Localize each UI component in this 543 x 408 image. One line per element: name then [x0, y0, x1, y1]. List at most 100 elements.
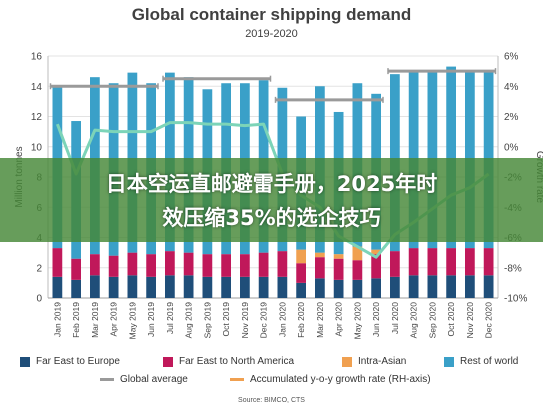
- x-tick-label: Oct 2020: [446, 302, 456, 337]
- legend-swatch: [444, 356, 454, 367]
- legend-label: Far East to North America: [179, 356, 295, 367]
- bar-far-east-europe: [52, 276, 63, 298]
- bar-far-east-north-america: [483, 248, 494, 276]
- bar-far-east-north-america: [221, 254, 231, 277]
- x-tick-label: Nov 2019: [240, 302, 250, 339]
- bar-far-east-europe: [465, 275, 475, 298]
- bar-far-east-europe: [390, 276, 400, 298]
- x-tick-label: Sep 2019: [202, 302, 212, 339]
- y-tick-label-right: -10%: [504, 294, 527, 305]
- x-tick-label: Aug 2019: [184, 302, 194, 339]
- x-tick-label: Jun 2019: [146, 302, 156, 337]
- x-tick-label: Oct 2019: [221, 302, 231, 337]
- bar-far-east-north-america: [427, 248, 438, 276]
- banner-line-1: 日本空运直邮避雷手册，2025年时: [105, 172, 438, 196]
- bar-far-east-north-america: [202, 254, 213, 277]
- bar-intra-asian: [352, 246, 363, 261]
- bar-far-east-north-america: [465, 248, 475, 276]
- bar-far-east-europe: [108, 276, 119, 298]
- y-tick-label-right: -8%: [504, 263, 522, 274]
- y-tick-label-left: 14: [31, 82, 43, 93]
- x-tick-label: Mar 2020: [315, 302, 325, 338]
- legend-label: Global average: [120, 374, 188, 385]
- bar-far-east-north-america: [71, 258, 81, 280]
- legend-item-growth-rate: Accumulated y-o-y growth rate (RH-axis): [230, 374, 431, 385]
- legend-item-far-east-europe: Far East to Europe: [20, 356, 120, 367]
- legend-item-rest-of-world: Rest of world: [444, 356, 518, 367]
- y-tick-label-left: 10: [31, 142, 43, 153]
- bar-far-east-north-america: [315, 257, 325, 279]
- x-tick-label: Apr 2019: [109, 302, 119, 337]
- bar-far-east-north-america: [277, 251, 288, 277]
- y-tick-label-left: 0: [36, 294, 42, 305]
- x-tick-label: Mar 2019: [90, 302, 100, 338]
- bar-far-east-north-america: [258, 252, 269, 277]
- bar-far-east-europe: [446, 275, 456, 298]
- bar-far-east-north-america: [240, 254, 250, 277]
- x-tick-label: Jan 2019: [52, 302, 62, 337]
- bar-far-east-europe: [296, 282, 306, 298]
- legend-swatch: [342, 356, 352, 367]
- banner-line-2: 效压缩35%的选企技巧: [162, 206, 381, 230]
- legend-label: Rest of world: [460, 356, 519, 367]
- bar-far-east-north-america: [352, 260, 363, 280]
- bar-far-east-north-america: [90, 254, 100, 276]
- bar-far-east-europe: [333, 279, 344, 298]
- bar-far-east-europe: [427, 275, 438, 298]
- bar-far-east-europe: [127, 275, 138, 298]
- bar-far-east-north-america: [446, 248, 456, 276]
- x-tick-label: Apr 2020: [334, 302, 344, 337]
- bar-far-east-europe: [165, 275, 175, 298]
- bar-far-east-europe: [221, 276, 231, 298]
- bar-rest-of-world: [446, 66, 456, 249]
- bar-far-east-europe: [371, 278, 381, 298]
- x-tick-label: May 2019: [127, 302, 137, 340]
- x-tick-label: Jul 2019: [165, 302, 175, 334]
- bar-far-east-europe: [315, 278, 325, 298]
- x-tick-label: Nov 2020: [465, 302, 475, 339]
- x-tick-label: Feb 2019: [71, 302, 81, 338]
- x-tick-label: Feb 2020: [296, 302, 306, 338]
- chart-title: Global container shipping demand: [131, 5, 412, 24]
- y-tick-label-right: 0%: [504, 142, 519, 153]
- x-tick-label: Sep 2020: [427, 302, 437, 339]
- chart-legend: Far East to Europe Far East to North Ame…: [0, 352, 543, 392]
- bar-far-east-north-america: [390, 251, 400, 277]
- y-tick-label-left: 16: [31, 52, 43, 63]
- bar-far-east-europe: [71, 279, 81, 298]
- bar-far-east-north-america: [333, 258, 344, 280]
- bar-far-east-north-america: [408, 248, 419, 276]
- y-tick-label-right: 4%: [504, 82, 519, 93]
- bar-far-east-europe: [277, 276, 288, 298]
- legend-label: Far East to Europe: [36, 356, 120, 367]
- bar-far-east-north-america: [371, 254, 381, 279]
- legend-label: Accumulated y-o-y growth rate (RH-axis): [250, 374, 431, 385]
- legend-swatch: [20, 356, 30, 367]
- legend-item-far-east-north-america: Far East to North America: [163, 356, 294, 367]
- x-tick-label: Aug 2020: [409, 302, 419, 339]
- bar-far-east-north-america: [127, 252, 138, 276]
- bar-far-east-north-america: [165, 251, 175, 276]
- x-tick-label: Jan 2020: [277, 302, 287, 337]
- y-tick-label-right: 6%: [504, 52, 519, 63]
- bar-far-east-europe: [90, 275, 100, 298]
- bar-far-east-europe: [183, 275, 194, 298]
- bar-far-east-europe: [240, 276, 250, 298]
- legend-line-swatch: [230, 378, 244, 381]
- bar-far-east-europe: [408, 275, 419, 298]
- bar-intra-asian: [296, 249, 306, 264]
- legend-item-intra-asian: Intra-Asian: [342, 356, 406, 367]
- bar-far-east-north-america: [183, 252, 194, 276]
- x-tick-label: May 2020: [352, 302, 362, 340]
- bar-far-east-europe: [258, 276, 269, 298]
- legend-swatch: [163, 356, 173, 367]
- bar-far-east-europe: [352, 279, 363, 298]
- bar-far-east-north-america: [52, 248, 63, 277]
- x-tick-label: Jun 2020: [371, 302, 381, 337]
- x-tick-label: Dec 2019: [259, 302, 269, 339]
- bar-far-east-europe: [146, 276, 156, 298]
- legend-item-global-average: Global average: [100, 374, 188, 385]
- y-tick-label-left: 2: [36, 263, 42, 274]
- bar-far-east-north-america: [108, 255, 119, 277]
- bar-far-east-europe: [202, 276, 213, 298]
